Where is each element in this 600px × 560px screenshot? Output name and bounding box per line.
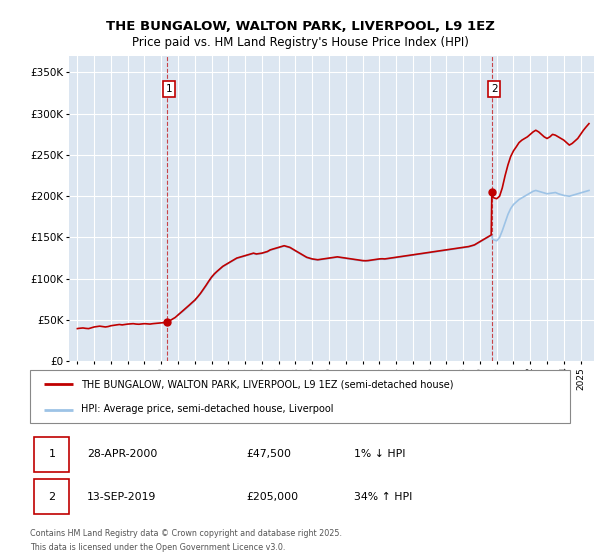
Text: 13-SEP-2019: 13-SEP-2019: [86, 492, 156, 502]
Text: 34% ↑ HPI: 34% ↑ HPI: [354, 492, 412, 502]
Text: HPI: Average price, semi-detached house, Liverpool: HPI: Average price, semi-detached house,…: [82, 404, 334, 414]
FancyBboxPatch shape: [30, 370, 570, 423]
Text: 28-APR-2000: 28-APR-2000: [86, 449, 157, 459]
Text: THE BUNGALOW, WALTON PARK, LIVERPOOL, L9 1EZ (semi-detached house): THE BUNGALOW, WALTON PARK, LIVERPOOL, L9…: [82, 380, 454, 390]
Text: £205,000: £205,000: [246, 492, 298, 502]
Text: THE BUNGALOW, WALTON PARK, LIVERPOOL, L9 1EZ: THE BUNGALOW, WALTON PARK, LIVERPOOL, L9…: [106, 20, 494, 32]
Text: £47,500: £47,500: [246, 449, 291, 459]
Text: 2: 2: [49, 492, 55, 502]
Text: This data is licensed under the Open Government Licence v3.0.: This data is licensed under the Open Gov…: [30, 543, 286, 552]
Text: 1: 1: [166, 84, 172, 94]
FancyBboxPatch shape: [34, 437, 70, 472]
Text: Contains HM Land Registry data © Crown copyright and database right 2025.: Contains HM Land Registry data © Crown c…: [30, 529, 342, 538]
Text: 1% ↓ HPI: 1% ↓ HPI: [354, 449, 406, 459]
Text: 1: 1: [49, 449, 55, 459]
Text: 2: 2: [491, 84, 497, 94]
FancyBboxPatch shape: [34, 479, 70, 514]
Text: Price paid vs. HM Land Registry's House Price Index (HPI): Price paid vs. HM Land Registry's House …: [131, 36, 469, 49]
